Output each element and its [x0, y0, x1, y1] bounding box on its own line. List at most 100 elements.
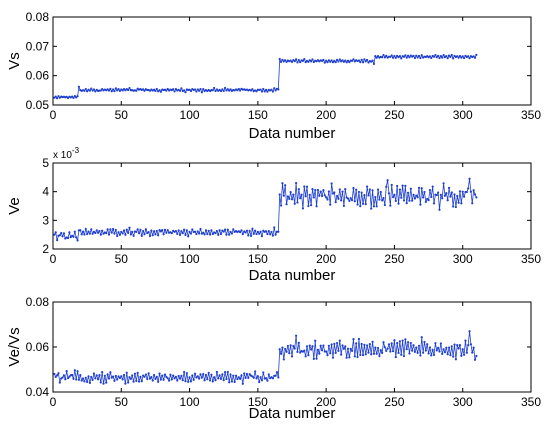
data-point: [449, 354, 452, 357]
data-point: [385, 349, 388, 352]
data-point: [163, 373, 167, 376]
data-point: [251, 375, 254, 378]
data-point: [334, 201, 337, 204]
data-point: [406, 191, 410, 194]
data-point: [147, 231, 150, 234]
data-point: [189, 232, 193, 235]
data-point: [404, 184, 407, 187]
data-point: [290, 60, 294, 63]
data-point: [84, 87, 87, 91]
data-point: [405, 56, 408, 59]
data-point: [307, 60, 310, 63]
data-point: [439, 342, 442, 345]
data-point: [152, 373, 156, 377]
data-point: [275, 371, 279, 374]
data-point: [460, 56, 463, 59]
data-point: [376, 346, 380, 350]
data-point: [240, 374, 243, 377]
x-axis-label: Data number: [249, 125, 336, 142]
data-point: [357, 190, 361, 194]
data-point: [364, 353, 367, 356]
data-point: [239, 231, 242, 234]
data-point: [174, 230, 178, 233]
data-point: [393, 339, 396, 342]
data-point: [128, 86, 131, 90]
data-point: [94, 231, 97, 235]
data-point: [364, 60, 367, 63]
data-point: [143, 375, 146, 378]
data-point: [428, 189, 432, 192]
data-point: [318, 352, 321, 355]
data-point: [435, 349, 438, 352]
data-point: [88, 232, 91, 235]
data-point: [458, 190, 462, 193]
data-point: [360, 191, 363, 194]
data-point: [382, 196, 385, 200]
data-point: [314, 189, 317, 192]
data-point: [117, 88, 120, 91]
data-point: [206, 378, 209, 381]
x-tick-label: 50: [115, 395, 129, 409]
data-point: [349, 347, 352, 350]
data-point: [202, 88, 205, 91]
data-point: [279, 352, 283, 355]
x-tick-label: 350: [521, 108, 541, 122]
x-axis-label: Data number: [249, 405, 336, 422]
data-point: [249, 234, 253, 237]
data-point: [310, 348, 313, 351]
data-point: [234, 374, 238, 377]
data-point: [270, 88, 273, 91]
data-point: [211, 232, 214, 236]
data-point: [320, 349, 324, 352]
data-point: [62, 232, 66, 235]
data-point: [96, 378, 100, 381]
data-point: [378, 198, 381, 201]
data-point: [376, 188, 380, 191]
data-point: [79, 229, 82, 232]
data-point: [438, 56, 441, 60]
x-tick-label: 200: [316, 108, 336, 122]
data-point: [312, 357, 315, 360]
y-tick-label: 0.08: [26, 295, 50, 309]
data-point: [184, 233, 187, 236]
data-point: [142, 229, 145, 233]
data-point: [452, 57, 455, 60]
data-point: [401, 184, 404, 187]
data-point: [423, 340, 426, 344]
data-point: [166, 377, 169, 380]
data-point: [295, 58, 298, 61]
data-point: [178, 89, 182, 92]
data-point: [151, 379, 154, 382]
data-point: [381, 56, 384, 59]
data-point: [452, 355, 455, 358]
data-point: [139, 228, 142, 232]
data-point: [278, 57, 281, 61]
data-point: [349, 197, 352, 200]
data-point: [412, 54, 415, 57]
data-point: [383, 203, 386, 207]
data-point: [154, 89, 157, 93]
data-point: [274, 233, 277, 236]
data-point: [318, 194, 321, 197]
data-point: [187, 380, 190, 383]
data-point: [308, 344, 311, 347]
data-point: [202, 372, 205, 376]
data-point: [262, 371, 265, 374]
data-point: [191, 374, 194, 377]
y-tick-label: 0.06: [26, 69, 50, 83]
data-point: [229, 230, 232, 233]
data-point: [371, 340, 374, 343]
data-point: [64, 378, 67, 381]
data-point: [352, 58, 355, 61]
data-point: [462, 195, 466, 198]
data-point: [322, 188, 325, 192]
data-point: [87, 230, 90, 233]
data-point: [232, 228, 235, 231]
data-point: [165, 231, 168, 234]
y-axis-label: Ve/Vs: [6, 327, 23, 366]
data-point: [426, 343, 429, 346]
data-point: [277, 88, 280, 91]
data-point: [56, 374, 59, 377]
data-point: [105, 381, 108, 384]
data-point: [208, 379, 212, 382]
